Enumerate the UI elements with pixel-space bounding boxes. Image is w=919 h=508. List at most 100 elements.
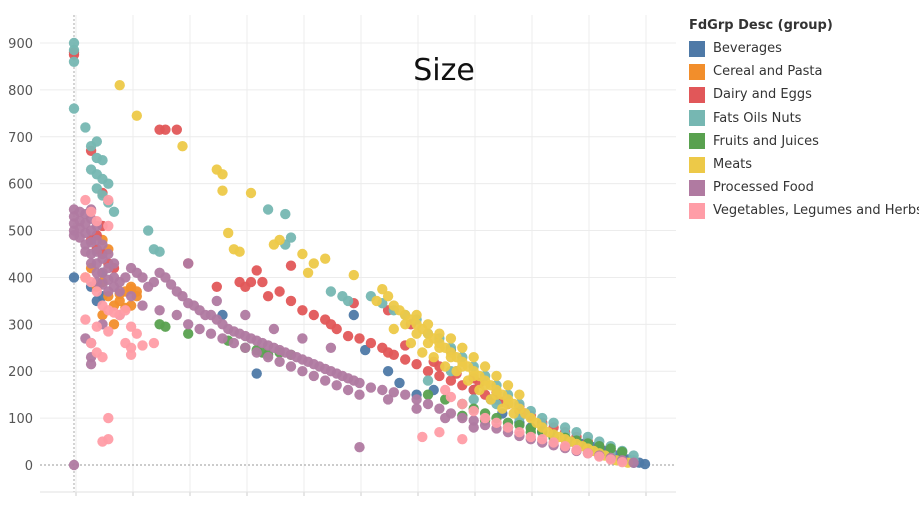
data-point-dairy-and-eggs[interactable] <box>434 370 445 382</box>
data-point-vegetables-legumes-and-herbs[interactable] <box>582 448 594 459</box>
data-point-dairy-and-eggs[interactable] <box>365 337 377 349</box>
data-point-vegetables-legumes-and-herbs[interactable] <box>125 349 137 360</box>
data-point-dairy-and-eggs[interactable] <box>211 281 222 292</box>
data-point-fruits-and-juices[interactable] <box>160 321 171 332</box>
data-point-beverages[interactable] <box>360 344 371 356</box>
data-point-vegetables-legumes-and-herbs[interactable] <box>594 451 605 462</box>
data-point-vegetables-legumes-and-herbs[interactable] <box>434 427 445 438</box>
data-point-meats[interactable] <box>308 258 319 269</box>
data-point-beverages[interactable] <box>382 366 394 377</box>
data-point-dairy-and-eggs[interactable] <box>342 330 354 342</box>
data-point-meats[interactable] <box>131 110 142 121</box>
data-point-meats[interactable] <box>348 269 359 281</box>
data-point-beverages[interactable] <box>348 309 359 321</box>
data-point-processed-food[interactable] <box>171 309 182 321</box>
data-point-processed-food[interactable] <box>103 248 114 260</box>
data-point-dairy-and-eggs[interactable] <box>297 305 308 316</box>
data-point-fats-oils-nuts[interactable] <box>325 286 337 297</box>
data-point-dairy-and-eggs[interactable] <box>251 265 262 276</box>
data-point-meats[interactable] <box>234 246 245 257</box>
data-point-processed-food[interactable] <box>434 403 445 414</box>
data-point-meats[interactable] <box>497 403 508 414</box>
data-point-meats[interactable] <box>268 239 280 250</box>
data-point-processed-food[interactable] <box>154 305 165 316</box>
data-point-vegetables-legumes-and-herbs[interactable] <box>548 437 559 448</box>
data-point-processed-food[interactable] <box>382 394 394 405</box>
data-point-processed-food[interactable] <box>354 377 365 389</box>
data-point-vegetables-legumes-and-herbs[interactable] <box>148 337 160 349</box>
data-point-fats-oils-nuts[interactable] <box>571 427 582 438</box>
data-point-meats[interactable] <box>114 80 125 91</box>
data-point-meats[interactable] <box>445 333 457 344</box>
data-point-processed-food[interactable] <box>354 389 365 400</box>
data-point-beverages[interactable] <box>251 368 262 379</box>
data-point-dairy-and-eggs[interactable] <box>422 366 434 377</box>
data-point-processed-food[interactable] <box>91 246 103 257</box>
data-point-meats[interactable] <box>388 323 399 335</box>
data-point-meats[interactable] <box>382 291 394 302</box>
data-point-vegetables-legumes-and-herbs[interactable] <box>131 328 142 339</box>
data-point-fats-oils-nuts[interactable] <box>91 136 103 147</box>
data-point-dairy-and-eggs[interactable] <box>171 124 182 135</box>
data-point-processed-food[interactable] <box>628 457 639 468</box>
data-point-vegetables-legumes-and-herbs[interactable] <box>559 441 571 452</box>
data-point-processed-food[interactable] <box>468 422 479 433</box>
data-point-processed-food[interactable] <box>251 347 262 358</box>
data-point-meats[interactable] <box>217 169 228 180</box>
data-point-processed-food[interactable] <box>160 272 171 283</box>
data-point-meats[interactable] <box>502 380 514 391</box>
data-point-processed-food[interactable] <box>268 323 280 335</box>
legend-item-cereal-and-pasta[interactable]: Cereal and Pasta <box>689 60 919 83</box>
data-point-fats-oils-nuts[interactable] <box>68 103 80 114</box>
data-point-meats[interactable] <box>245 187 257 199</box>
data-point-dairy-and-eggs[interactable] <box>445 375 457 386</box>
data-point-vegetables-legumes-and-herbs[interactable] <box>97 352 108 363</box>
data-point-meats[interactable] <box>405 337 417 349</box>
data-point-fats-oils-nuts[interactable] <box>422 375 434 386</box>
data-point-fats-oils-nuts[interactable] <box>80 122 91 133</box>
data-point-dairy-and-eggs[interactable] <box>285 260 297 271</box>
legend-item-beverages[interactable]: Beverages <box>689 37 919 60</box>
data-point-processed-food[interactable] <box>183 319 194 330</box>
data-point-vegetables-legumes-and-herbs[interactable] <box>80 194 91 206</box>
data-point-dairy-and-eggs[interactable] <box>354 333 365 344</box>
data-point-vegetables-legumes-and-herbs[interactable] <box>457 398 468 410</box>
data-point-fats-oils-nuts[interactable] <box>143 225 154 236</box>
data-point-dairy-and-eggs[interactable] <box>285 295 297 307</box>
data-point-vegetables-legumes-and-herbs[interactable] <box>80 314 91 325</box>
data-point-meats[interactable] <box>422 337 434 349</box>
data-point-meats[interactable] <box>422 319 434 330</box>
data-point-vegetables-legumes-and-herbs[interactable] <box>479 412 491 424</box>
data-point-processed-food[interactable] <box>137 272 148 283</box>
data-point-processed-food[interactable] <box>342 384 354 396</box>
data-point-meats[interactable] <box>457 342 468 353</box>
data-point-meats[interactable] <box>462 375 474 386</box>
data-point-processed-food[interactable] <box>165 279 177 290</box>
data-point-processed-food[interactable] <box>97 239 108 250</box>
data-point-processed-food[interactable] <box>411 394 422 405</box>
data-point-dairy-and-eggs[interactable] <box>400 354 411 365</box>
data-point-vegetables-legumes-and-herbs[interactable] <box>491 417 502 428</box>
data-point-processed-food[interactable] <box>68 459 80 471</box>
data-point-vegetables-legumes-and-herbs[interactable] <box>125 321 137 332</box>
data-point-processed-food[interactable] <box>262 352 274 363</box>
data-point-dairy-and-eggs[interactable] <box>274 286 285 297</box>
data-point-processed-food[interactable] <box>331 380 342 391</box>
data-point-fats-oils-nuts[interactable] <box>262 204 274 215</box>
data-point-fats-oils-nuts[interactable] <box>154 246 165 257</box>
data-point-vegetables-legumes-and-herbs[interactable] <box>514 427 525 438</box>
data-point-fats-oils-nuts[interactable] <box>103 178 114 189</box>
data-point-fruits-and-juices[interactable] <box>422 389 434 400</box>
data-point-processed-food[interactable] <box>125 291 137 302</box>
data-point-vegetables-legumes-and-herbs[interactable] <box>103 412 114 424</box>
data-point-processed-food[interactable] <box>440 412 451 424</box>
data-point-processed-food[interactable] <box>194 323 205 335</box>
data-point-dairy-and-eggs[interactable] <box>257 276 268 288</box>
data-point-meats[interactable] <box>445 352 457 363</box>
data-point-processed-food[interactable] <box>240 309 251 321</box>
data-point-meats[interactable] <box>177 141 188 152</box>
data-point-vegetables-legumes-and-herbs[interactable] <box>537 434 548 445</box>
data-point-processed-food[interactable] <box>137 300 148 311</box>
data-point-vegetables-legumes-and-herbs[interactable] <box>445 391 457 403</box>
data-point-meats[interactable] <box>400 319 411 330</box>
